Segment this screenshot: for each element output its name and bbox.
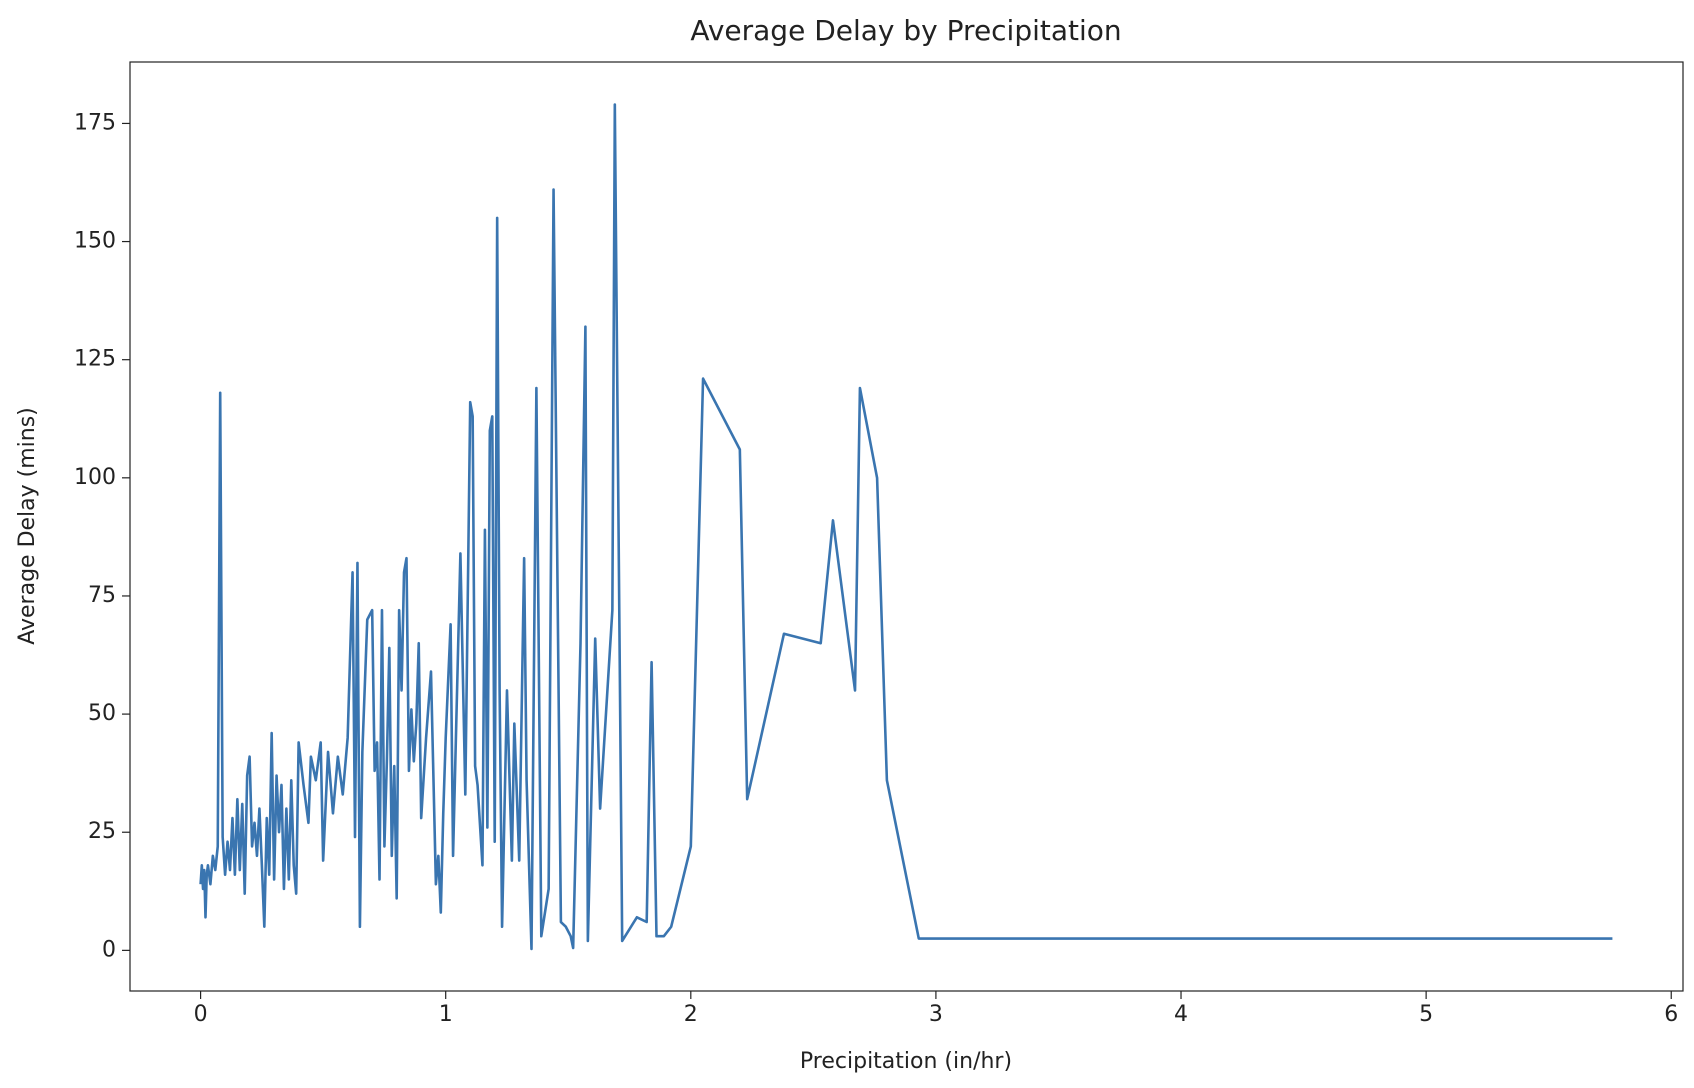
- chart-title: Average Delay by Precipitation: [690, 14, 1121, 47]
- y-tick-label: 125: [74, 347, 116, 372]
- y-tick-label: 25: [88, 819, 116, 844]
- y-tick-label: 100: [74, 465, 116, 490]
- x-tick-label: 3: [929, 1002, 943, 1027]
- plot-frame: [129, 61, 1684, 992]
- y-tick-label: 0: [102, 937, 116, 962]
- x-tick-label: 4: [1174, 1002, 1188, 1027]
- x-tick-label: 1: [439, 1002, 453, 1027]
- x-tick-label: 2: [684, 1002, 698, 1027]
- data-line: [199, 103, 1613, 951]
- x-axis-label: Precipitation (in/hr): [800, 1049, 1012, 1074]
- y-tick-label: 75: [88, 583, 116, 608]
- y-tick-label: 150: [74, 229, 116, 254]
- y-axis-label: Average Delay (mins): [15, 407, 40, 645]
- y-tick-label: 50: [88, 701, 116, 726]
- y-tick-label: 175: [74, 110, 116, 135]
- x-tick-label: 6: [1664, 1002, 1678, 1027]
- x-tick-label: 5: [1419, 1002, 1433, 1027]
- x-tick-label: 0: [194, 1002, 208, 1027]
